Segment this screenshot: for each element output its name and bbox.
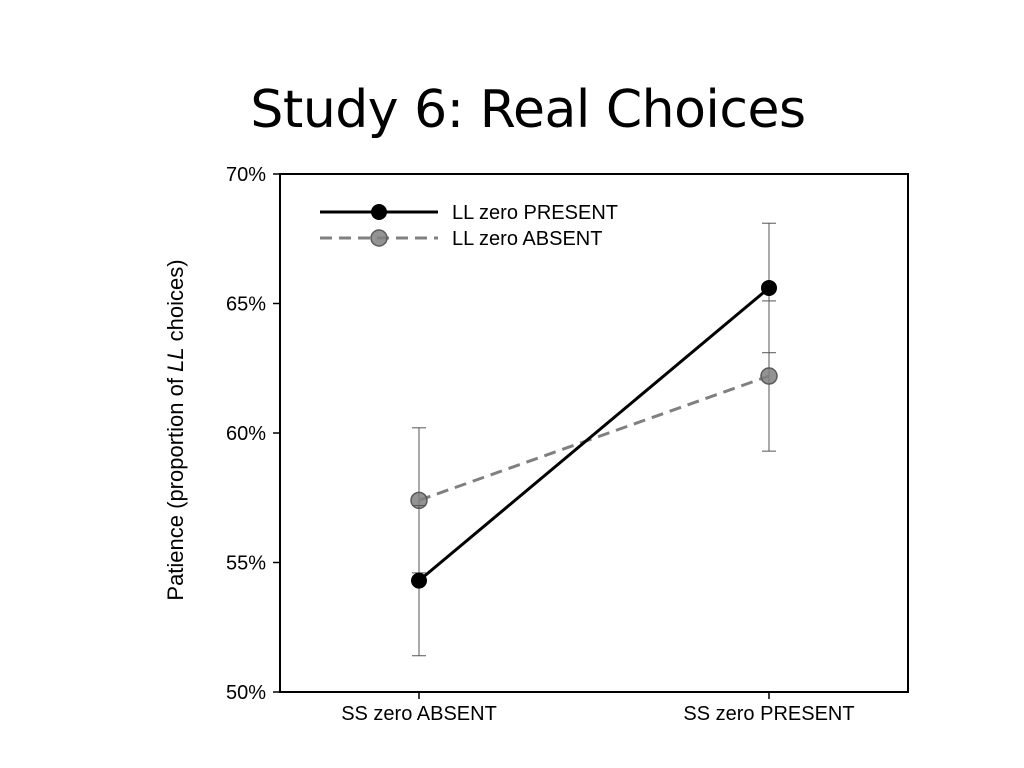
series-line <box>418 374 770 502</box>
data-point <box>411 572 427 589</box>
y-axis-label-part-2: LL <box>163 347 188 371</box>
data-point <box>761 279 777 296</box>
x-tick-label: SS zero ABSENT <box>341 703 497 725</box>
legend-label: LL zero ABSENT <box>452 228 602 250</box>
x-axis: SS zero ABSENT SS zero PRESENT <box>341 692 855 725</box>
y-tick-label: 55% <box>226 553 266 575</box>
legend-swatch-marker <box>370 229 388 247</box>
data-point <box>760 367 778 385</box>
y-axis-label-part-1: Patience (proportion of <box>163 372 188 601</box>
y-axis-label-part-3: choices) <box>163 259 188 347</box>
legend-swatch-marker <box>371 204 387 220</box>
legend: LL zero PRESENT LL zero ABSENT <box>320 202 618 250</box>
x-tick-label: SS zero PRESENT <box>683 703 854 725</box>
y-tick-label: 50% <box>226 682 266 704</box>
y-tick-label: 60% <box>226 423 266 445</box>
series-layer <box>410 222 778 657</box>
y-tick-label: 70% <box>226 164 266 186</box>
y-axis: 50% 55% 60% 65% 70% <box>226 164 280 704</box>
legend-label: LL zero PRESENT <box>452 202 618 224</box>
y-tick-label: 65% <box>226 294 266 316</box>
slide-title: Study 6: Real Choices <box>250 80 806 140</box>
series-line <box>418 286 770 582</box>
y-axis-label: Patience (proportion of LL choices) <box>163 259 188 600</box>
